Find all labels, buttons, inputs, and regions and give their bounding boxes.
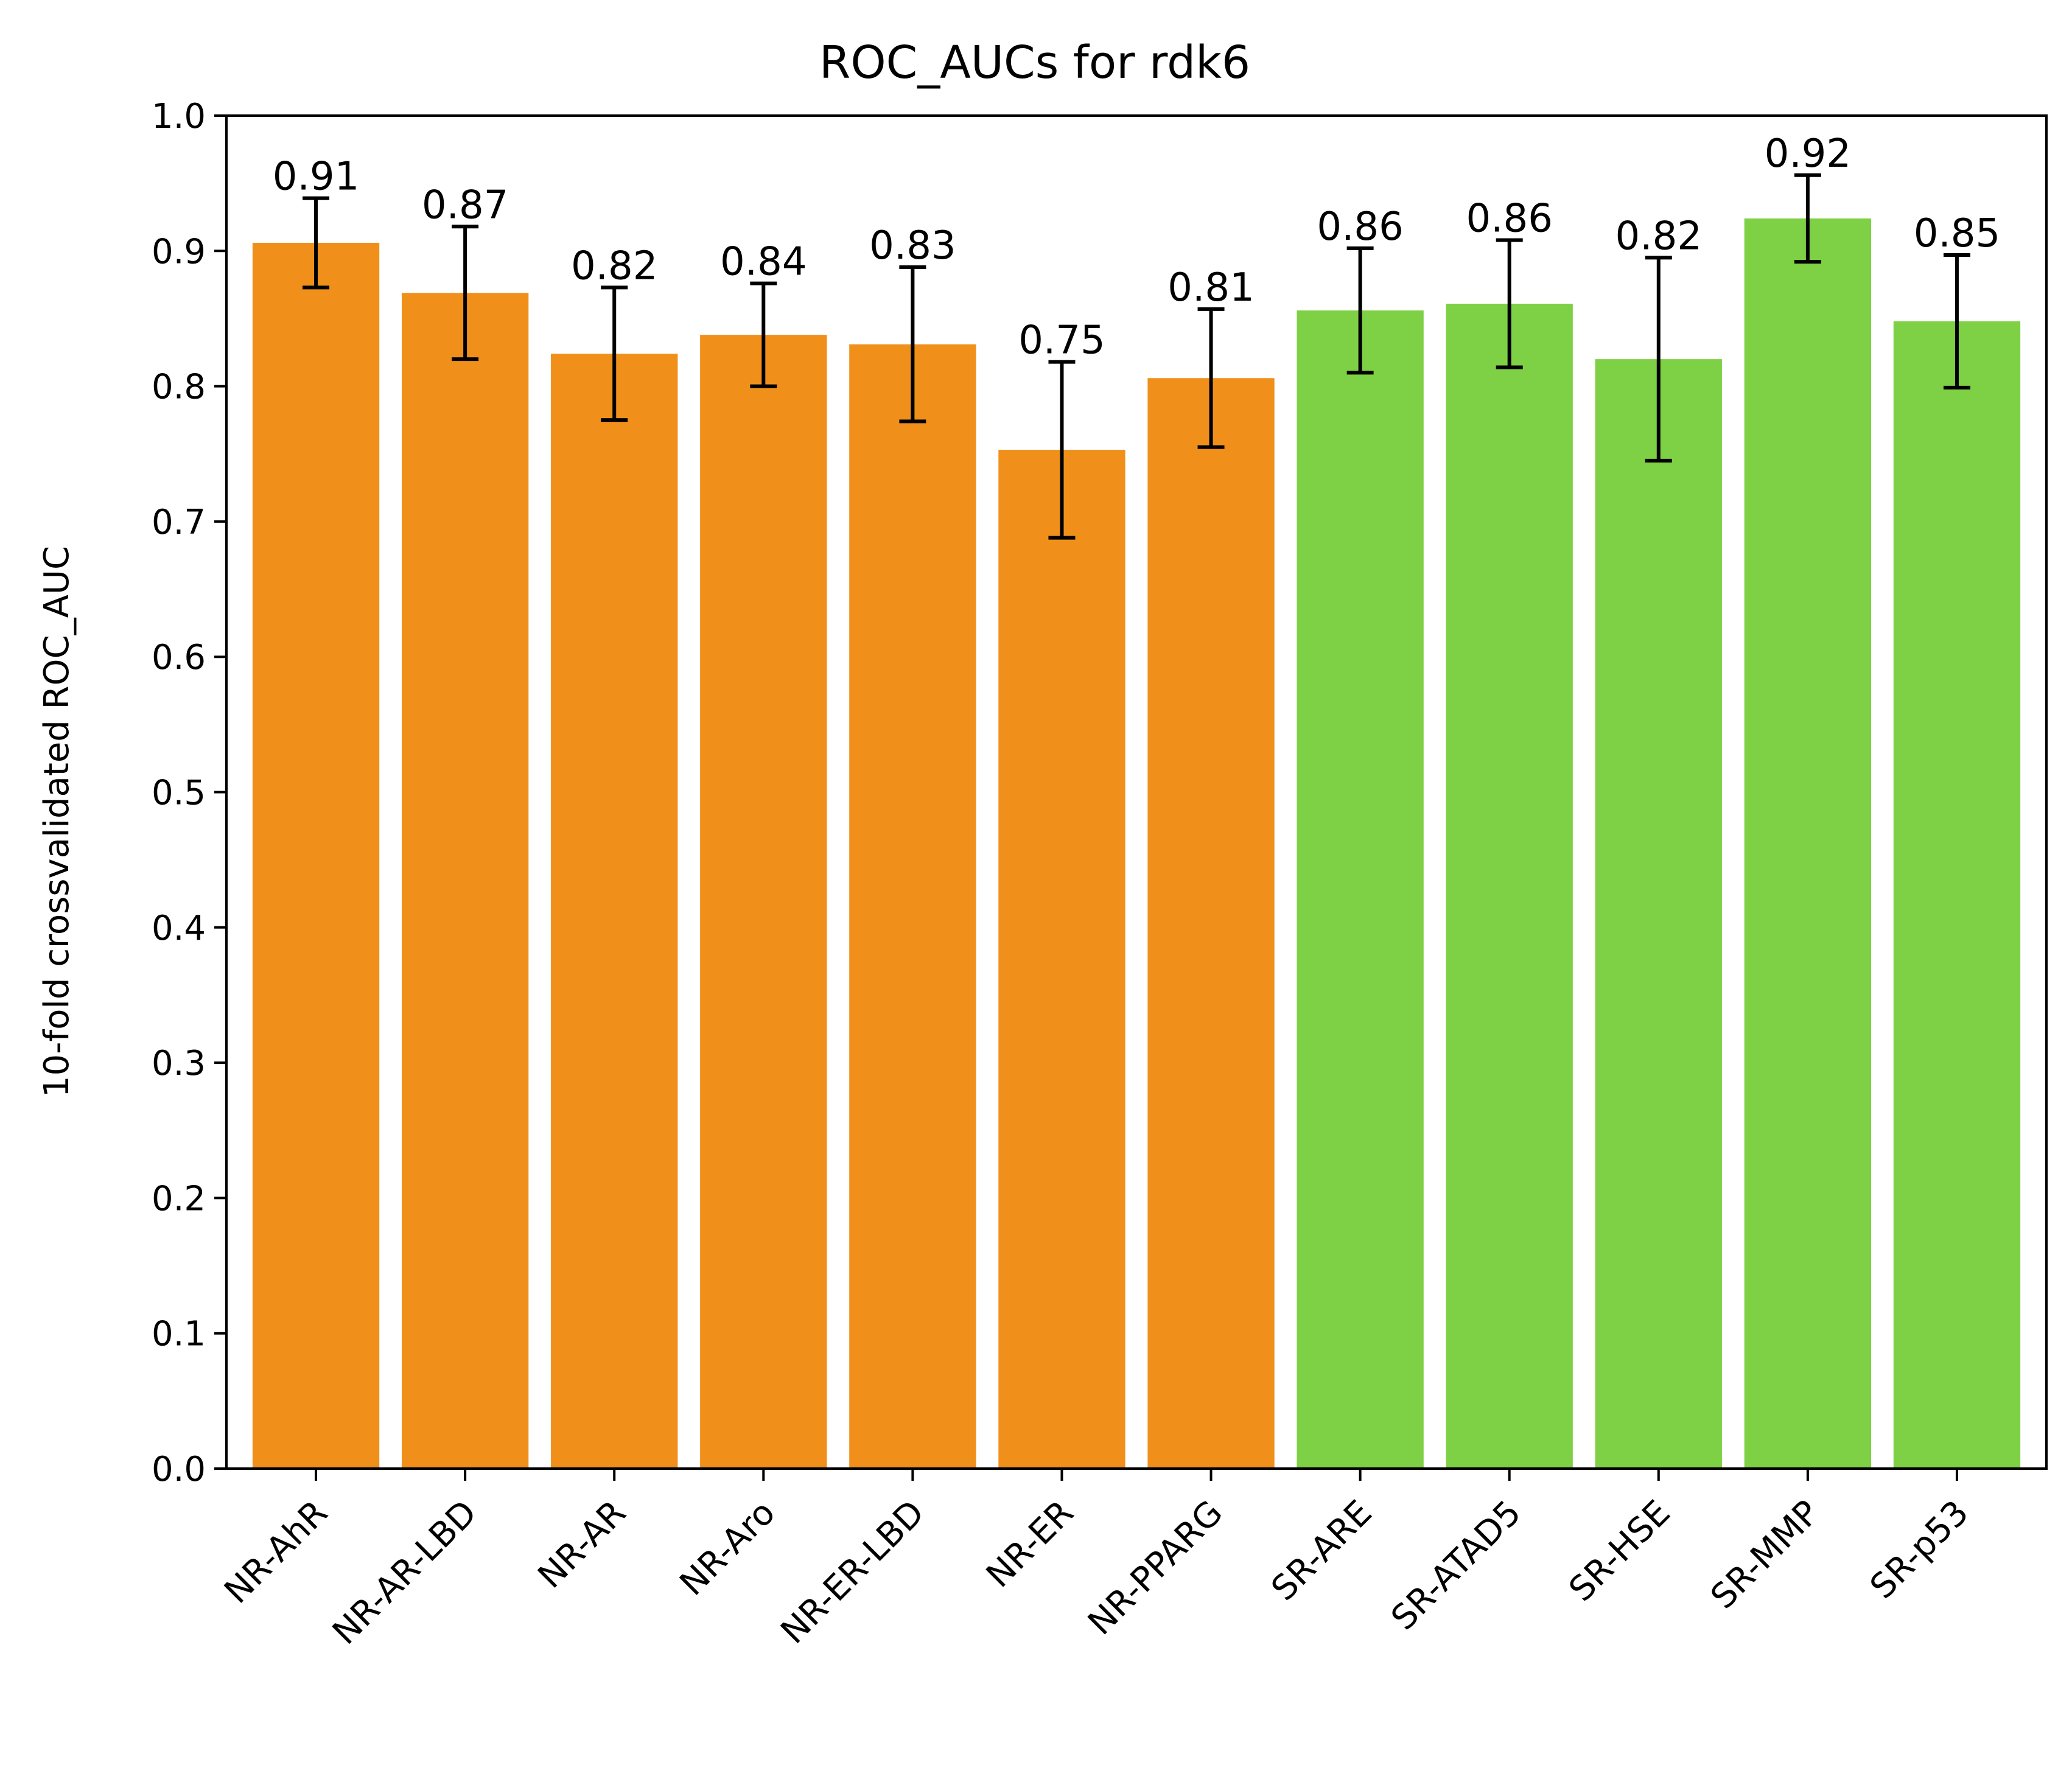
data-label-NR-ER: 0.75 xyxy=(1018,318,1105,363)
y-tick-label-0.1: 0.1 xyxy=(152,1315,206,1354)
data-label-NR-ER-LBD: 0.83 xyxy=(869,223,956,268)
y-axis: 0.0 0.1 0.2 0.3 0.4 0.5 0.6 0.7 0.8 0.9 1.0 xyxy=(152,97,226,1489)
bar-SR-ARE xyxy=(1297,310,1424,1469)
y-tick-label-0.4: 0.4 xyxy=(152,909,206,948)
data-label-SR-MMP: 0.92 xyxy=(1765,131,1852,177)
bar-NR-ER xyxy=(998,450,1125,1469)
error-bar-NR-ER xyxy=(1048,360,1076,540)
data-label-NR-AhR: 0.91 xyxy=(273,155,360,200)
bar-SR-HSE xyxy=(1595,359,1722,1469)
bar-SR-p53 xyxy=(1893,321,2021,1469)
bar-SR-MMP xyxy=(1744,218,1872,1469)
y-tick-label-1.0: 1.0 xyxy=(152,97,206,136)
error-bar-SR-p53 xyxy=(1943,253,1970,390)
y-tick-label-0.5: 0.5 xyxy=(152,774,206,813)
error-bars-layer xyxy=(303,173,1970,540)
x-tick-label-SR-HSE: SR-HSE xyxy=(1561,1493,1678,1609)
bar-NR-AR xyxy=(551,354,678,1469)
y-tick-label-0.6: 0.6 xyxy=(152,638,206,677)
bar-NR-PPARG xyxy=(1147,378,1275,1469)
x-tick-label-SR-ARE: SR-ARE xyxy=(1264,1493,1379,1609)
y-tick-label-0.0: 0.0 xyxy=(152,1450,206,1489)
plot-frame xyxy=(225,114,2048,1470)
error-bar-NR-ER-LBD xyxy=(899,265,926,424)
bar-NR-Aro xyxy=(700,335,827,1469)
y-tick-label-0.3: 0.3 xyxy=(152,1044,206,1083)
data-label-NR-Aro: 0.84 xyxy=(720,240,807,285)
error-bar-SR-ATAD5 xyxy=(1496,238,1523,369)
error-bar-NR-AR xyxy=(601,285,628,422)
x-tick-label-NR-Aro: NR-Aro xyxy=(673,1493,783,1604)
error-bar-NR-AR-LBD xyxy=(452,225,479,362)
bar-NR-AhR xyxy=(252,242,380,1469)
data-label-SR-ATAD5: 0.86 xyxy=(1466,197,1553,242)
y-tick-label-0.8: 0.8 xyxy=(152,368,206,407)
bars-layer xyxy=(252,218,2021,1469)
error-bar-SR-ARE xyxy=(1346,246,1374,375)
x-tick-label-SR-ATAD5: SR-ATAD5 xyxy=(1384,1493,1528,1638)
data-label-SR-HSE: 0.82 xyxy=(1615,214,1703,259)
x-tick-label-NR-PPARG: NR-PPARG xyxy=(1080,1493,1230,1643)
data-labels-layer: 0.91 0.87 0.82 0.84 0.83 0.75 0.81 0.86 0.86 0.82… xyxy=(273,131,2000,363)
error-bar-NR-AhR xyxy=(303,196,330,290)
x-tick-label-NR-ER: NR-ER xyxy=(979,1493,1081,1595)
y-axis-label: 10-fold crossvalidated ROC_AUC xyxy=(37,546,77,1097)
y-tick-label-0.7: 0.7 xyxy=(152,503,206,542)
data-label-SR-p53: 0.85 xyxy=(1914,211,2001,256)
error-bar-SR-MMP xyxy=(1794,173,1821,264)
chart-title: ROC_AUCs for rdk6 xyxy=(819,37,1250,89)
bar-NR-ER-LBD xyxy=(849,344,976,1469)
error-bar-NR-Aro xyxy=(750,281,777,388)
y-tick-label-0.9: 0.9 xyxy=(152,232,206,271)
data-label-SR-ARE: 0.86 xyxy=(1317,204,1404,250)
data-label-NR-AR: 0.82 xyxy=(571,243,658,288)
error-bar-SR-HSE xyxy=(1645,256,1672,463)
bar-SR-ATAD5 xyxy=(1446,303,1573,1469)
x-tick-label-NR-AR-LBD: NR-AR-LBD xyxy=(325,1493,485,1652)
data-label-NR-AR-LBD: 0.87 xyxy=(422,183,509,228)
x-tick-label-SR-p53: SR-p53 xyxy=(1863,1493,1976,1607)
x-tick-label-NR-AhR: NR-AhR xyxy=(217,1493,335,1612)
error-bar-NR-PPARG xyxy=(1197,307,1225,449)
data-label-NR-PPARG: 0.81 xyxy=(1167,265,1255,310)
bar-NR-AR-LBD xyxy=(401,293,529,1469)
y-tick-label-0.2: 0.2 xyxy=(152,1179,206,1218)
x-tick-label-NR-AR: NR-AR xyxy=(531,1493,634,1596)
x-tick-label-NR-ER-LBD: NR-ER-LBD xyxy=(774,1493,933,1652)
x-tick-label-SR-MMP: SR-MMP xyxy=(1703,1493,1827,1617)
